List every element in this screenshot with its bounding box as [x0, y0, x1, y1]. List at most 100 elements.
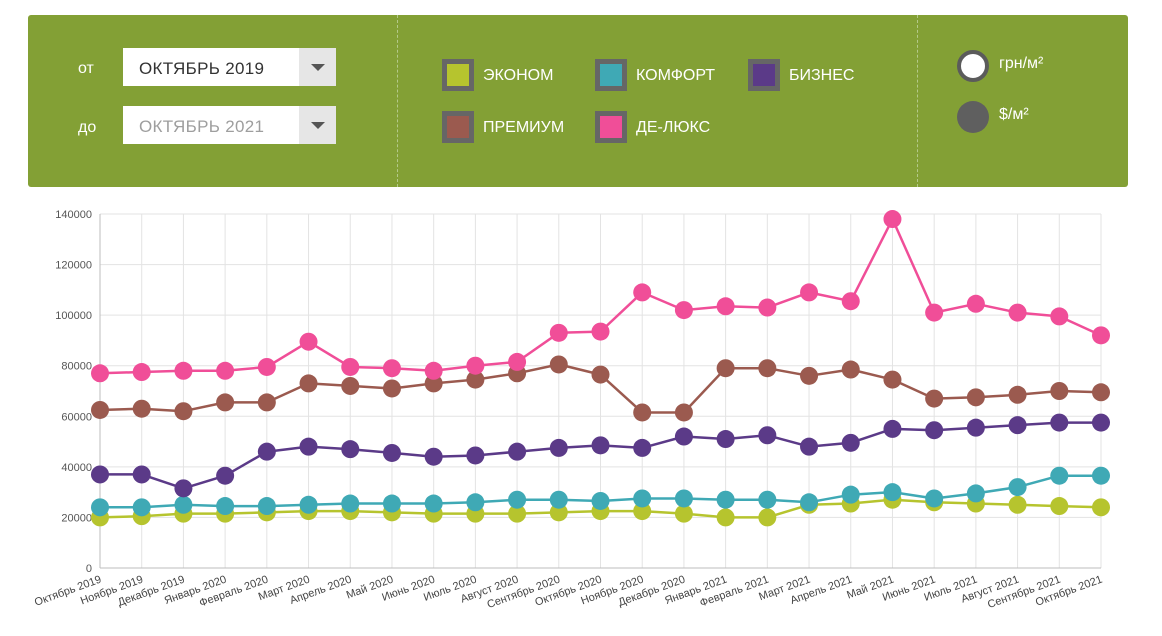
data-point	[966, 294, 985, 313]
data-point	[841, 485, 860, 504]
data-point	[216, 393, 235, 412]
radio-usd[interactable]	[957, 101, 989, 133]
category-econom[interactable]: ЭКОНОМ	[442, 59, 582, 91]
data-point	[1008, 495, 1027, 514]
data-point	[216, 361, 235, 380]
data-point	[841, 433, 860, 452]
checkbox-comfort[interactable]	[595, 59, 627, 91]
category-comfort[interactable]: КОМФОРТ	[595, 59, 735, 91]
data-point	[382, 359, 401, 378]
data-point	[591, 322, 610, 341]
data-point	[925, 421, 944, 440]
data-point	[758, 359, 777, 378]
category-deluxe[interactable]: ДЕ-ЛЮКС	[595, 111, 735, 143]
data-point	[299, 437, 318, 456]
data-point	[466, 356, 485, 375]
data-point	[257, 393, 276, 412]
data-point	[1050, 497, 1069, 516]
data-point	[382, 379, 401, 398]
data-point	[132, 399, 151, 418]
data-point	[341, 357, 360, 376]
checkbox-econom[interactable]	[442, 59, 474, 91]
data-point	[1092, 383, 1110, 402]
data-point	[800, 283, 819, 302]
data-point	[257, 357, 276, 376]
data-point	[549, 323, 568, 342]
data-point	[341, 440, 360, 459]
y-tick-label: 20000	[61, 512, 92, 524]
data-point	[341, 494, 360, 513]
data-point	[424, 361, 443, 380]
data-point	[883, 483, 902, 502]
data-point	[716, 490, 735, 509]
data-point	[341, 376, 360, 395]
data-point	[424, 447, 443, 466]
from-label: от	[78, 60, 94, 77]
data-point	[174, 479, 193, 498]
data-point	[508, 504, 527, 523]
data-point	[424, 494, 443, 513]
data-point	[633, 502, 652, 521]
category-business[interactable]: БИЗНЕС	[748, 59, 888, 91]
category-premium[interactable]: ПРЕМИУМ	[442, 111, 582, 143]
to-label: до	[78, 119, 97, 136]
data-point	[1050, 413, 1069, 432]
data-point	[91, 400, 109, 419]
data-point	[1092, 413, 1110, 432]
checkbox-premium[interactable]	[442, 111, 474, 143]
data-point	[800, 493, 819, 512]
data-point	[257, 442, 276, 461]
data-point	[466, 446, 485, 465]
data-point	[925, 389, 944, 408]
from-select[interactable]: ОКТЯБРЬ 2019	[123, 48, 336, 86]
data-point	[549, 490, 568, 509]
data-point	[508, 352, 527, 371]
checkbox-deluxe[interactable]	[595, 111, 627, 143]
data-point	[674, 403, 693, 422]
to-select-toggle[interactable]	[299, 106, 336, 144]
data-point	[549, 503, 568, 522]
data-point	[382, 443, 401, 462]
data-point	[466, 370, 485, 389]
data-point	[966, 418, 985, 437]
data-point	[299, 374, 318, 393]
data-point	[716, 430, 735, 449]
data-point	[216, 497, 235, 516]
to-select-value: ОКТЯБРЬ 2021	[139, 117, 265, 136]
category-deluxe-label: ДЕ-ЛЮКС	[636, 119, 711, 136]
y-tick-label: 0	[86, 563, 92, 575]
unit-uah[interactable]: грн/м²	[957, 50, 1067, 82]
data-point	[216, 466, 235, 485]
data-point	[758, 426, 777, 445]
data-point	[883, 419, 902, 438]
data-point	[841, 292, 860, 311]
from-select-value: ОКТЯБРЬ 2019	[139, 59, 265, 78]
y-tick-label: 80000	[61, 361, 92, 373]
data-point	[174, 495, 193, 514]
data-point	[1008, 416, 1027, 435]
price-line-chart: 020000400006000080000100000120000140000О…	[33, 209, 1110, 611]
category-comfort-label: КОМФОРТ	[636, 67, 716, 84]
category-premium-label: ПРЕМИУМ	[483, 119, 565, 136]
divider	[917, 15, 918, 187]
data-point	[633, 489, 652, 508]
data-point	[466, 493, 485, 512]
data-point	[508, 442, 527, 461]
data-point	[716, 359, 735, 378]
data-point	[299, 495, 318, 514]
to-select[interactable]: ОКТЯБРЬ 2021	[123, 106, 336, 144]
data-point	[1008, 303, 1027, 322]
data-point	[883, 370, 902, 389]
data-point	[1050, 382, 1069, 400]
unit-usd[interactable]: $/м²	[957, 101, 1067, 133]
y-tick-label: 100000	[55, 310, 92, 322]
data-point	[132, 498, 151, 517]
data-point	[716, 508, 735, 527]
data-point	[591, 365, 610, 384]
checkbox-business[interactable]	[748, 59, 780, 91]
from-select-toggle[interactable]	[299, 48, 336, 86]
radio-uah[interactable]	[957, 50, 989, 82]
data-point	[549, 355, 568, 374]
unit-usd-label: $/м²	[999, 106, 1029, 123]
data-point	[591, 491, 610, 510]
